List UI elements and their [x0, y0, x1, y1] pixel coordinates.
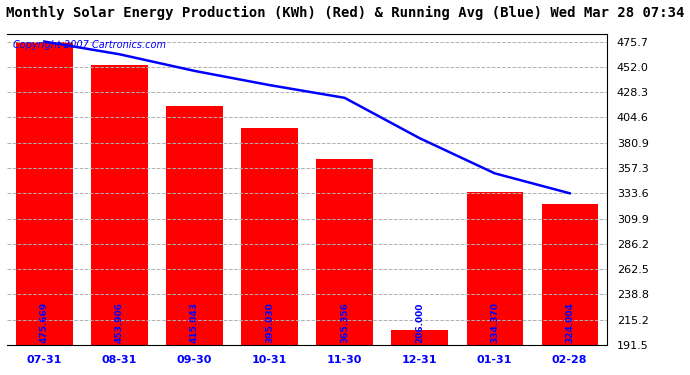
Text: 365.356: 365.356 — [340, 302, 349, 343]
Text: 395.030: 395.030 — [265, 302, 274, 343]
Bar — [466, 192, 523, 345]
Bar — [17, 42, 72, 345]
Text: 475.669: 475.669 — [40, 302, 49, 343]
Text: Monthly Solar Energy Production (KWh) (Red) & Running Avg (Blue) Wed Mar 28 07:3: Monthly Solar Energy Production (KWh) (R… — [6, 6, 684, 20]
Text: 453.906: 453.906 — [115, 302, 124, 343]
Text: 206.000: 206.000 — [415, 303, 424, 343]
Text: 334.370: 334.370 — [490, 302, 499, 343]
Text: 415.043: 415.043 — [190, 302, 199, 343]
Bar — [317, 159, 373, 345]
Bar — [91, 65, 148, 345]
Bar — [241, 128, 297, 345]
Text: Copyright 2007 Cartronics.com: Copyright 2007 Cartronics.com — [13, 40, 166, 50]
Text: 324.004: 324.004 — [565, 302, 574, 343]
Bar — [542, 204, 598, 345]
Bar — [391, 330, 448, 345]
Bar — [166, 106, 223, 345]
